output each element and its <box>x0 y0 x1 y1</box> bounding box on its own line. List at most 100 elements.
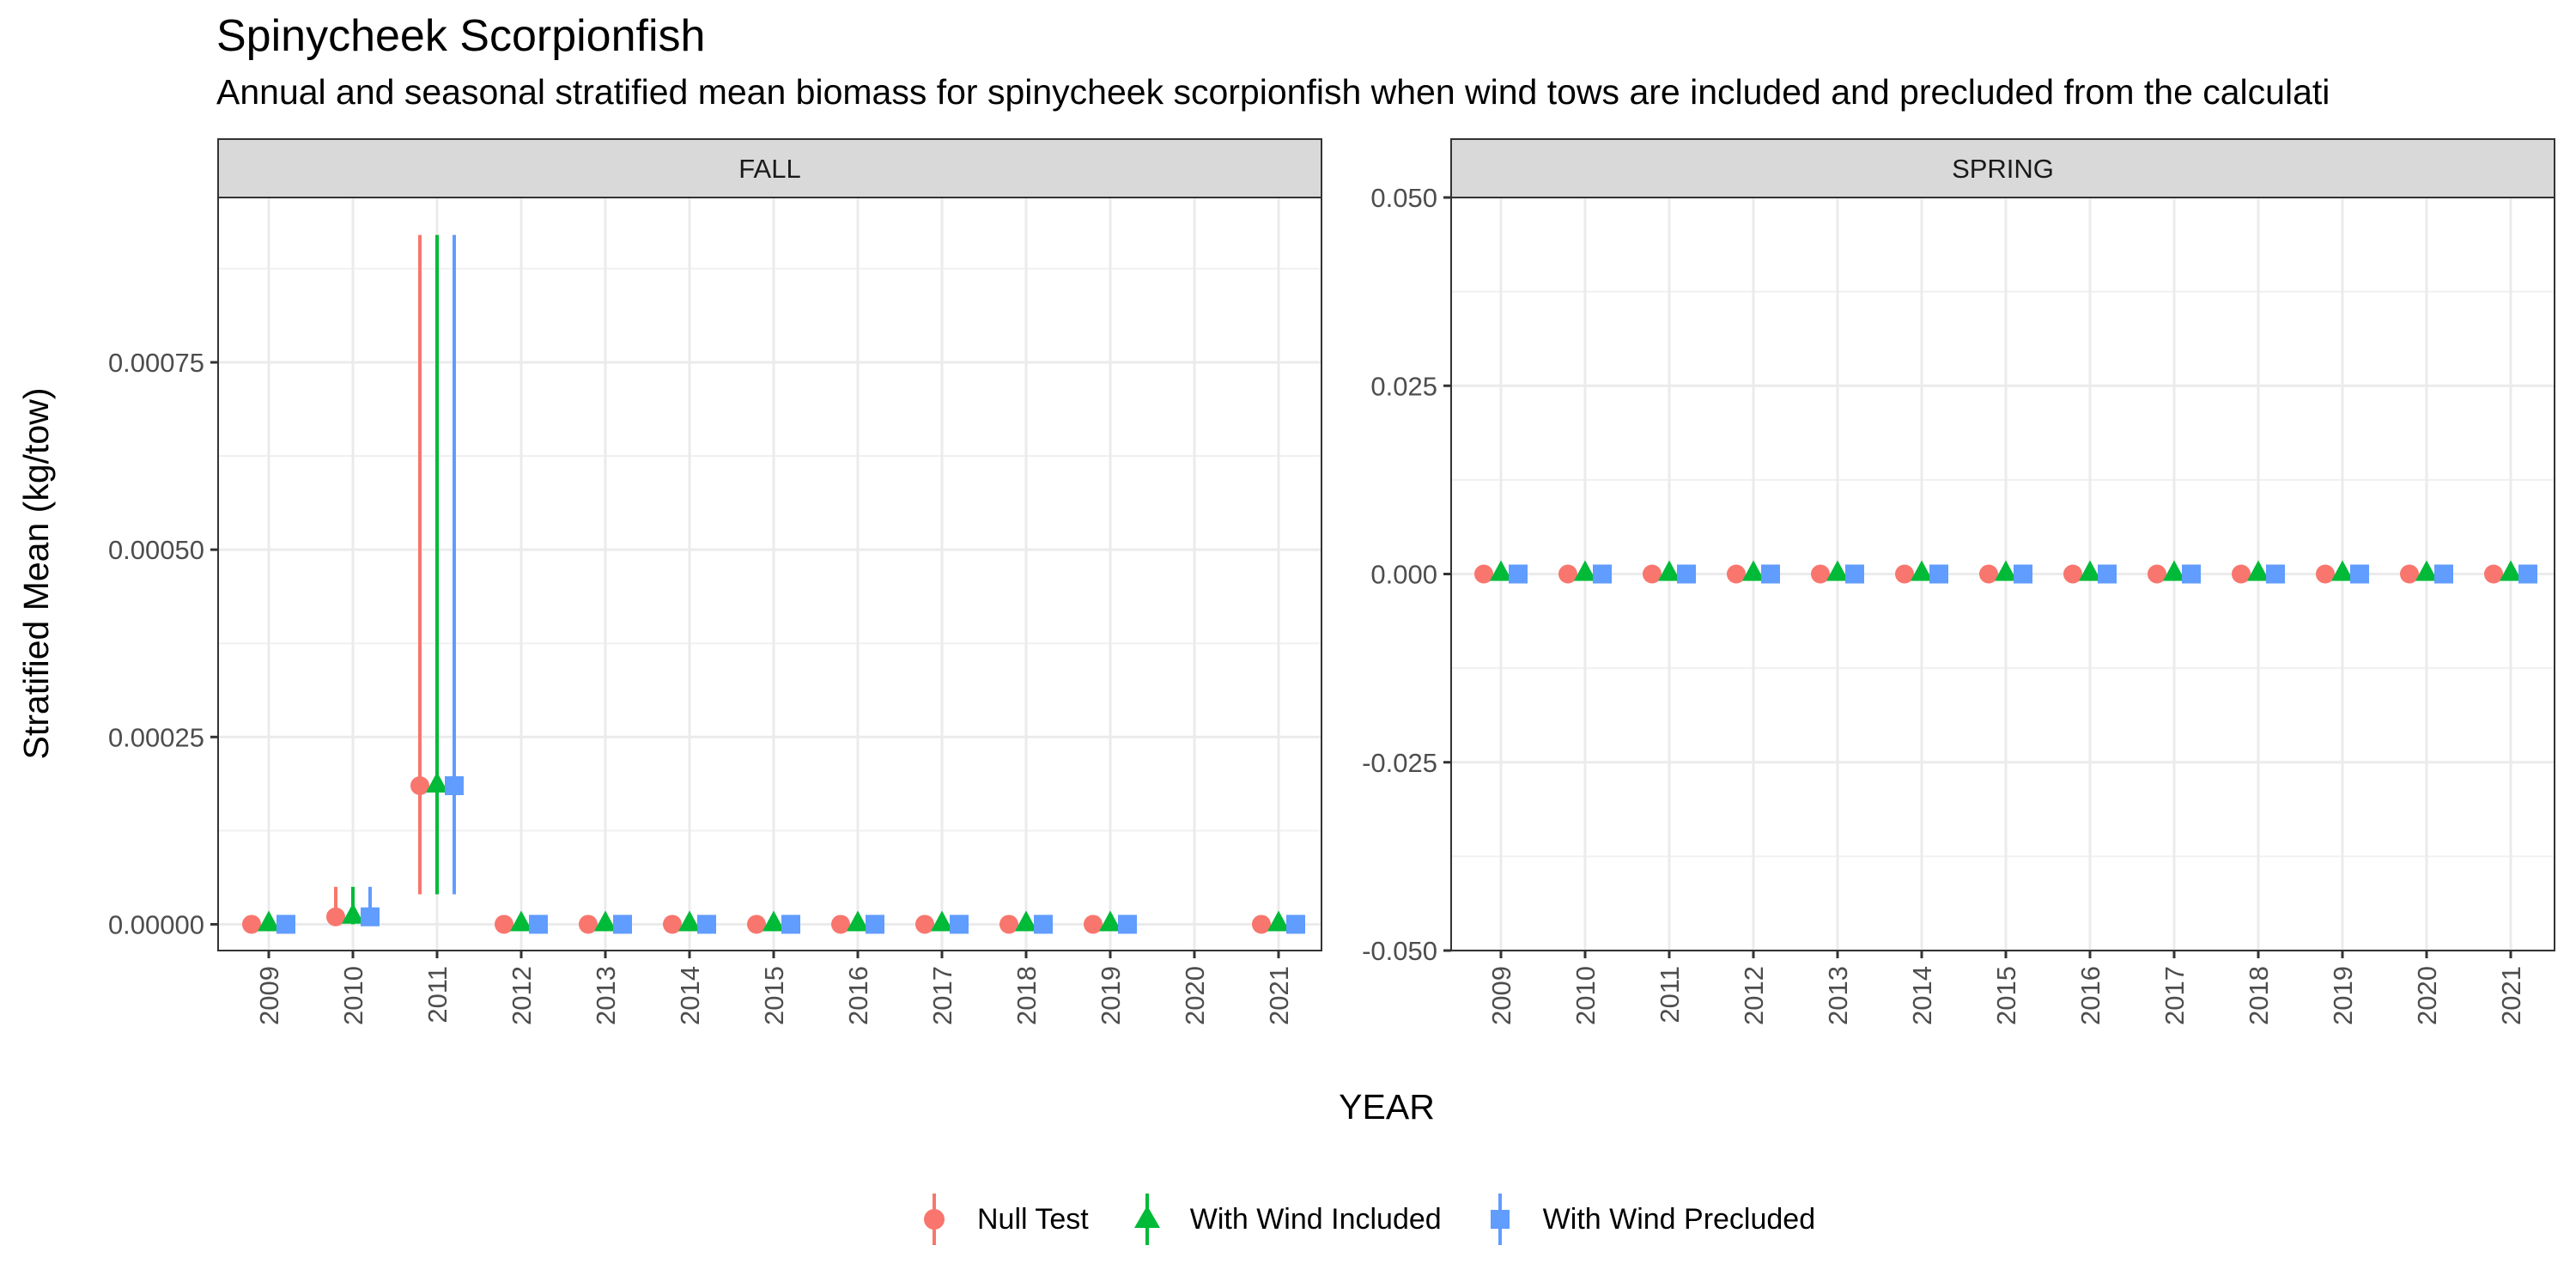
x-tick-label: 2011 <box>422 966 453 1024</box>
x-tick-label: 2012 <box>1739 966 1769 1025</box>
data-point <box>866 914 884 934</box>
data-point <box>2079 560 2101 581</box>
data-point <box>1826 560 1849 581</box>
data-point <box>678 910 701 932</box>
x-tick-label: 2017 <box>927 966 957 1025</box>
data-point <box>242 914 261 934</box>
data-point <box>2400 564 2419 584</box>
x-tick-label: 2017 <box>2160 966 2190 1025</box>
data-point <box>1558 564 1577 584</box>
legend-item-null-test: Null Test <box>910 1192 1089 1247</box>
data-point <box>2316 564 2335 584</box>
x-tick-label: 2014 <box>675 966 705 1025</box>
data-point <box>1995 560 2017 581</box>
legend-label-with-wind-precluded: With Wind Precluded <box>1542 1202 1816 1236</box>
x-tick-label: 2016 <box>2075 966 2105 1025</box>
data-point <box>410 776 429 796</box>
data-point <box>1643 564 1662 584</box>
data-point <box>2014 564 2032 584</box>
data-point <box>697 914 716 934</box>
chart-subtitle: Annual and seasonal stratified mean biom… <box>216 72 2330 112</box>
data-point <box>1286 914 1305 934</box>
data-point <box>1099 910 1121 932</box>
data-point <box>1742 560 1765 581</box>
data-point <box>2500 560 2522 581</box>
data-point <box>747 914 766 934</box>
data-point <box>2098 564 2117 584</box>
x-tick-label: 2019 <box>2328 966 2358 1025</box>
data-point <box>2518 564 2537 584</box>
legend-item-with-wind-precluded: With Wind Precluded <box>1476 1192 1815 1247</box>
x-tick-label: 2010 <box>1571 966 1601 1025</box>
x-tick-label: 2009 <box>254 966 284 1025</box>
data-point <box>510 910 532 932</box>
x-tick-label: 2021 <box>1264 966 1294 1025</box>
panel-background <box>218 197 1321 951</box>
x-tick-label: 2015 <box>1991 966 2021 1025</box>
facet-strip <box>1450 138 2555 198</box>
data-point <box>915 914 934 934</box>
data-point <box>847 910 869 932</box>
legend-item-with-wind-included: With Wind Included <box>1123 1192 1442 1247</box>
data-point <box>1474 564 1493 584</box>
y-tick-label: 0.025 <box>1370 371 1437 401</box>
data-point <box>495 914 513 934</box>
data-point <box>931 910 953 932</box>
data-point <box>1979 564 1998 584</box>
data-point <box>426 772 448 793</box>
data-point <box>579 914 598 934</box>
data-point <box>1267 910 1290 932</box>
x-tick-label: 2018 <box>1012 966 1042 1025</box>
data-point <box>1084 914 1103 934</box>
x-tick-label: 2016 <box>843 966 873 1025</box>
data-point <box>1911 560 1933 581</box>
x-tick-label: 2013 <box>1823 966 1853 1025</box>
x-tick-label: 2021 <box>2496 966 2526 1025</box>
y-tick-label: 0.00075 <box>108 348 204 378</box>
data-point <box>1509 564 1528 584</box>
x-tick-label: 2015 <box>759 966 789 1025</box>
data-point <box>1490 560 1512 581</box>
data-point <box>781 914 800 934</box>
panel-spring: -0.050 -0.025 0.000 0.025 0.050 2009 2010 2011 2… <box>1362 138 2555 1025</box>
data-point <box>1034 914 1053 934</box>
data-point <box>1727 564 1746 584</box>
data-point <box>613 914 632 934</box>
data-point <box>2415 560 2438 581</box>
data-point <box>361 907 380 927</box>
data-point <box>1677 564 1696 584</box>
y-tick-label: 0.000 <box>1370 560 1437 590</box>
chart-title: Spinycheek Scorpionfish <box>216 11 706 61</box>
facet-strip <box>217 138 1322 198</box>
x-tick-label: 2009 <box>1486 966 1516 1025</box>
x-tick-label: 2010 <box>338 966 368 1025</box>
x-tick-label: 2020 <box>2412 966 2442 1025</box>
data-point <box>2434 564 2453 584</box>
data-point <box>1761 564 1780 584</box>
data-point <box>1929 564 1948 584</box>
y-axis-title: Stratified Mean (kg/tow) <box>16 388 56 760</box>
data-point <box>258 910 280 932</box>
data-point <box>1658 560 1680 581</box>
legend-key-square <box>1490 1194 1510 1245</box>
data-point <box>1593 564 1612 584</box>
data-point <box>2182 564 2201 584</box>
legend-key-circle <box>924 1194 945 1245</box>
data-point <box>1015 910 1037 932</box>
data-point <box>2247 560 2269 581</box>
y-tick-label: 0.00025 <box>108 722 204 752</box>
data-point <box>1895 564 1914 584</box>
data-point <box>2331 560 2354 581</box>
x-tick-label: 2019 <box>1096 966 1126 1025</box>
facet-strip-label: SPRING <box>1952 154 2054 184</box>
legend-label-null-test: Null Test <box>977 1202 1089 1236</box>
x-tick-label: 2012 <box>507 966 537 1025</box>
x-tick-label: 2020 <box>1180 966 1210 1025</box>
legend-label-with-wind-included: With Wind Included <box>1189 1202 1442 1236</box>
data-point <box>2484 564 2503 584</box>
data-point <box>1845 564 1864 584</box>
data-point <box>2232 564 2251 584</box>
data-point <box>2163 560 2185 581</box>
data-point <box>999 914 1018 934</box>
data-point <box>2063 564 2082 584</box>
